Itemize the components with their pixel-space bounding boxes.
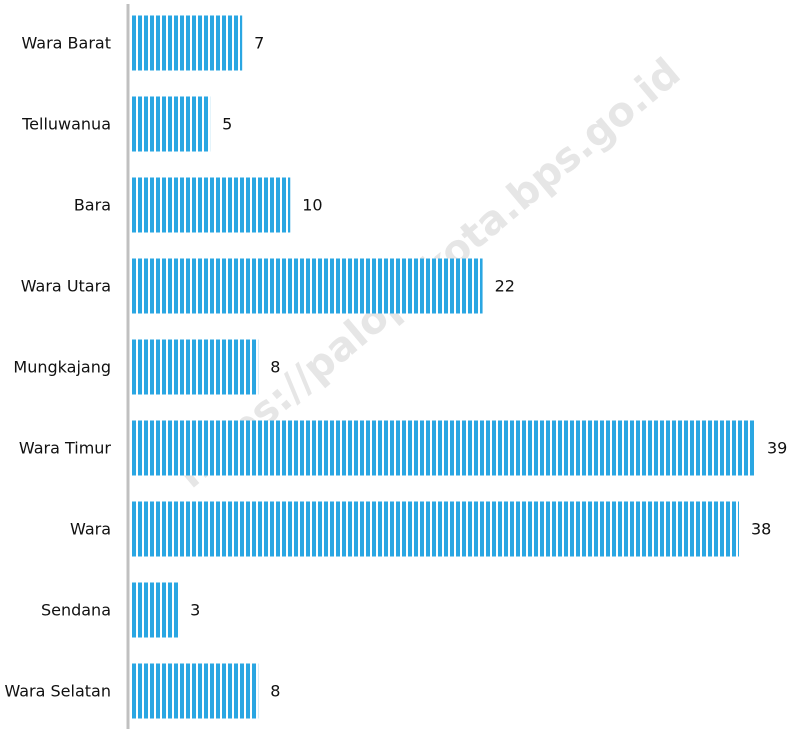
bar (130, 96, 211, 152)
bar (130, 15, 243, 71)
data-label: 5 (222, 115, 232, 134)
bar (130, 339, 259, 395)
y-tick-label: Wara Barat (21, 34, 111, 53)
bar (130, 258, 483, 314)
data-label: 39 (767, 439, 787, 458)
data-label: 3 (190, 601, 200, 620)
data-label: 8 (270, 682, 280, 701)
bar (130, 501, 739, 557)
data-label: 38 (751, 520, 771, 539)
y-tick-label: Bara (74, 196, 111, 215)
y-tick-label: Telluwanua (21, 115, 111, 134)
y-tick-label: Mungkajang (13, 358, 111, 377)
y-tick-label: Sendana (41, 601, 111, 620)
y-tick-label: Wara Utara (21, 277, 111, 296)
bar (130, 582, 179, 638)
data-label: 10 (302, 196, 322, 215)
bar (130, 177, 291, 233)
data-label: 7 (254, 34, 264, 53)
data-label: 22 (495, 277, 515, 296)
bar (130, 663, 259, 719)
bar (130, 420, 755, 476)
y-tick-label: Wara Selatan (4, 682, 111, 701)
y-tick-label: Wara Timur (19, 439, 112, 458)
data-label: 8 (270, 358, 280, 377)
y-tick-label: Wara (70, 520, 111, 539)
